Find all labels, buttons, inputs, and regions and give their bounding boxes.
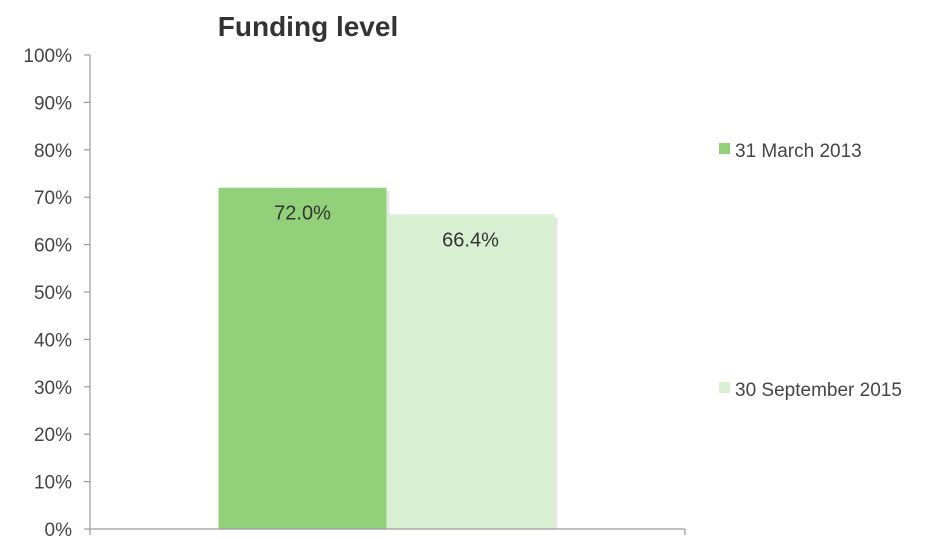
y-tick-label: 30% [34, 378, 72, 399]
x-axis [89, 528, 686, 535]
legend-label: 30 September 2015 [735, 380, 902, 401]
data-label: 72.0% [274, 203, 331, 225]
y-tick-label: 50% [34, 283, 72, 304]
y-tick-label: 40% [34, 330, 72, 351]
chart-title: Funding level [218, 11, 398, 42]
bar [386, 214, 555, 529]
legend-swatch [719, 143, 730, 154]
data-label: 66.4% [442, 229, 499, 251]
legend-swatch [719, 382, 730, 393]
legend-label: 31 March 2013 [735, 141, 862, 162]
y-tick-label: 10% [34, 473, 72, 494]
legend: 31 March 2013 30 September 2015 [719, 141, 902, 401]
y-tick-label: 70% [34, 188, 72, 209]
y-axis: 0% 10% 20% 30% 40% 50% 60% 70% 80% 90% 100% [23, 46, 91, 539]
y-tick-label: 100% [23, 46, 72, 67]
bars: 72.0% 66.4% [218, 187, 558, 529]
y-tick-label: 90% [34, 93, 72, 114]
y-tick-label: 60% [34, 236, 72, 257]
bar [218, 187, 387, 529]
y-tick-label: 80% [34, 141, 72, 162]
y-tick-label: 0% [45, 520, 73, 539]
y-tick-label: 20% [34, 425, 72, 446]
